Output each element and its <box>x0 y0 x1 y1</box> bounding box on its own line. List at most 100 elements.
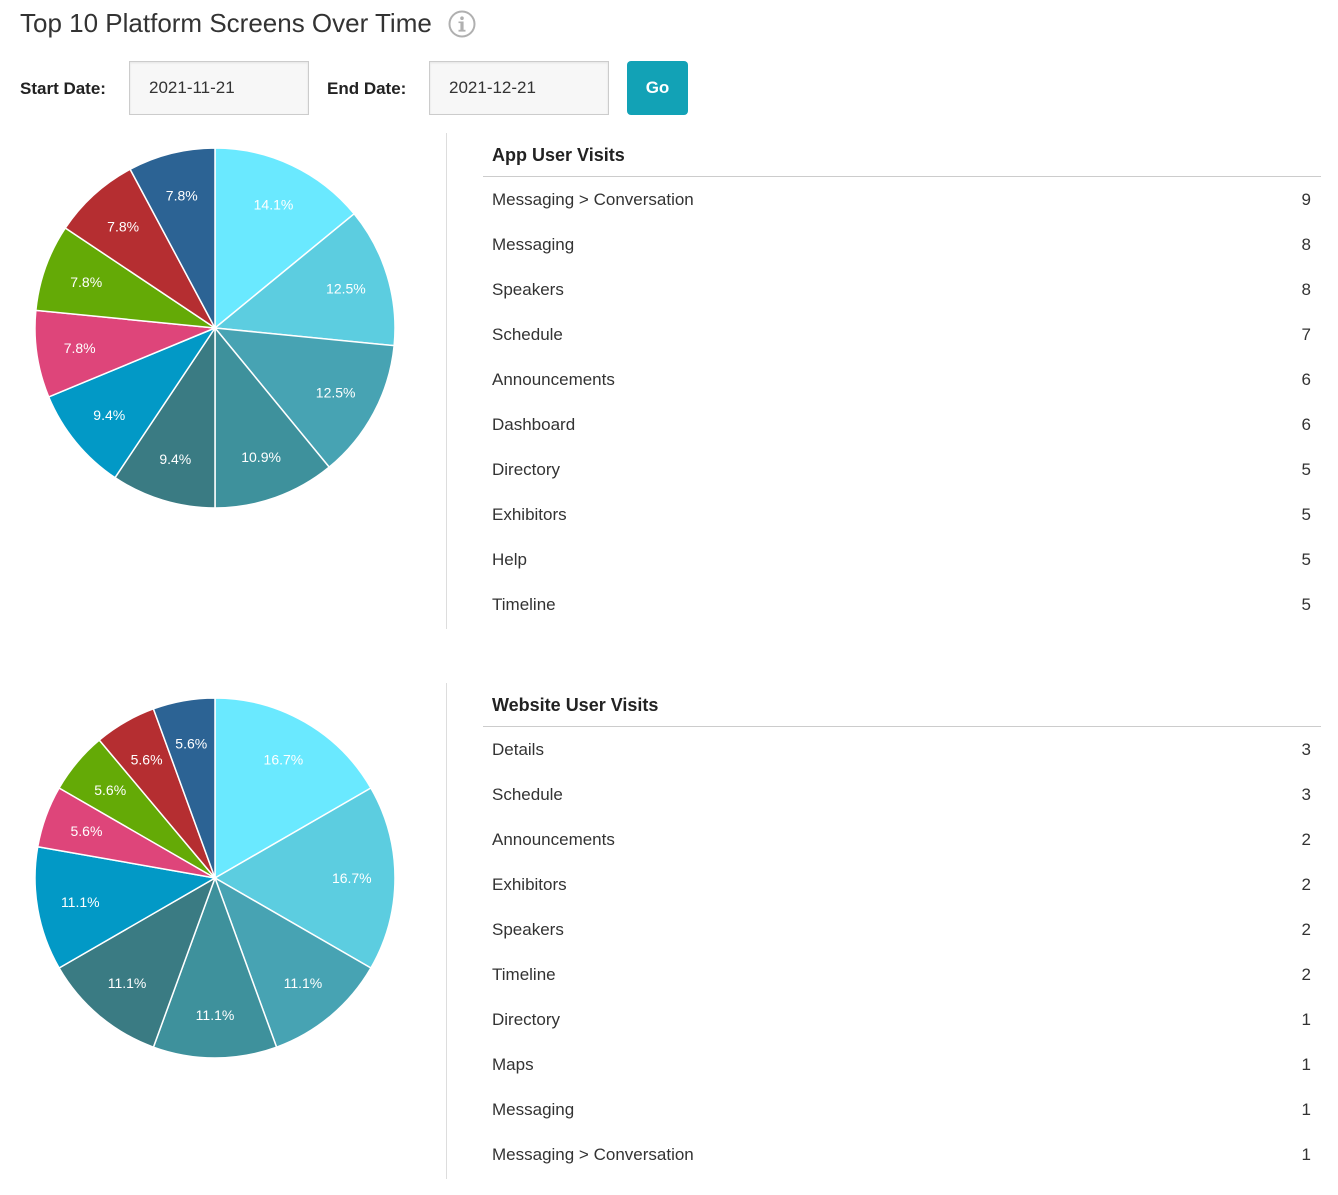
screen-name: Directory <box>492 460 561 479</box>
table-row: Details 3 <box>483 727 1321 772</box>
visit-count: 1 <box>1301 1055 1311 1074</box>
visit-count: 5 <box>1301 505 1311 524</box>
visit-count: 5 <box>1301 460 1311 479</box>
screen-name: Directory <box>492 1010 561 1029</box>
go-button[interactable]: Go <box>627 61 688 115</box>
screen-name: Announcements <box>492 370 615 389</box>
website-visits-heading: Website User Visits <box>483 683 1321 727</box>
pie-slice-label: 7.8% <box>64 340 96 356</box>
screen-name: Maps <box>492 1055 534 1074</box>
table-row: Messaging > Conversation 1 <box>483 1132 1321 1177</box>
table-row: Messaging > Conversation 9 <box>483 177 1321 222</box>
screen-name: Timeline <box>492 965 556 984</box>
visit-count: 1 <box>1301 1010 1311 1029</box>
website-visits-pie-chart: 16.7% 16.7% 11.1% 11.1% 11.1% 11.1% 5.6% 5.6% 5.… <box>34 697 396 1059</box>
screen-name: Schedule <box>492 785 563 804</box>
pie-slice-label: 7.8% <box>70 274 102 290</box>
table-row: Messaging 8 <box>483 222 1321 267</box>
table-row: Announcements 6 <box>483 357 1321 402</box>
visit-count: 5 <box>1301 595 1311 614</box>
pie-slice-messaging[interactable] <box>213 212 396 347</box>
visit-count: 1 <box>1301 1100 1311 1119</box>
screen-name: Messaging > Conversation <box>492 190 694 209</box>
visit-count: 6 <box>1301 370 1311 389</box>
app-visits-heading: App User Visits <box>483 133 1321 177</box>
pie-slice-announcements[interactable] <box>213 876 372 1049</box>
pie-slice-label: 9.4% <box>159 451 191 467</box>
end-date-input[interactable] <box>429 61 609 115</box>
visit-count: 3 <box>1301 740 1311 759</box>
start-date-label: Start Date: <box>20 79 106 98</box>
pie-slice-details[interactable] <box>214 697 372 880</box>
pie-slice-label: 5.6% <box>175 735 207 751</box>
screen-name: Timeline <box>492 595 556 614</box>
pie-slice-label: 11.1% <box>108 975 147 991</box>
visit-count: 9 <box>1301 190 1311 209</box>
section-divider <box>446 683 447 1179</box>
screen-name: Exhibitors <box>492 875 567 894</box>
pie-slice-schedule[interactable] <box>213 786 396 970</box>
visit-count: 7 <box>1301 325 1311 344</box>
visit-count: 2 <box>1301 965 1311 984</box>
screen-name: Speakers <box>492 280 564 299</box>
visit-count: 2 <box>1301 920 1311 939</box>
pie-slice-label: 11.1% <box>61 894 100 910</box>
table-row: Timeline 2 <box>483 952 1321 997</box>
table-row: Speakers 2 <box>483 907 1321 952</box>
pie-slice-exhibitors[interactable] <box>152 875 278 1059</box>
pie-slice-label: 7.8% <box>166 187 198 203</box>
pie-slice-label: 5.6% <box>131 752 163 768</box>
screen-name: Messaging <box>492 1100 575 1119</box>
pie-slice-timeline[interactable] <box>129 147 216 329</box>
table-row: Speakers 8 <box>483 267 1321 312</box>
app-visits-table: App User Visits Messaging > Conversation… <box>483 133 1321 627</box>
pie-slice-announcements[interactable] <box>113 325 216 509</box>
pie-slice-label: 14.1% <box>254 196 294 212</box>
visit-count: 1 <box>1301 1145 1311 1164</box>
table-row: Exhibitors 5 <box>483 492 1321 537</box>
visit-count: 6 <box>1301 415 1311 434</box>
table-row: Directory 5 <box>483 447 1321 492</box>
visit-count: 8 <box>1301 280 1311 299</box>
table-row: Timeline 5 <box>483 582 1321 627</box>
section-divider <box>446 133 447 629</box>
pie-slice-timeline[interactable] <box>34 845 218 970</box>
table-row: Directory 1 <box>483 997 1321 1042</box>
pie-slice-label: 11.1% <box>284 975 323 991</box>
table-row: Help 5 <box>483 537 1321 582</box>
pie-slice-label: 16.7% <box>264 752 304 768</box>
pie-slice-dashboard[interactable] <box>47 326 217 479</box>
screen-name: Dashboard <box>492 415 576 434</box>
screen-name: Messaging <box>492 235 575 254</box>
website-visits-table: Website User Visits Details 3 Schedule 3 Ann… <box>483 683 1321 1177</box>
pie-slice-label: 11.1% <box>196 1007 235 1023</box>
pie-slice-schedule[interactable] <box>214 325 331 509</box>
date-filter-bar: Start Date: End Date: Go <box>20 61 700 115</box>
table-row: Exhibitors 2 <box>483 862 1321 907</box>
screen-name: Details <box>492 740 544 759</box>
pie-slice-speakers[interactable] <box>213 327 395 469</box>
page-title: Top 10 Platform Screens Over Time <box>20 8 476 39</box>
visit-count: 8 <box>1301 235 1311 254</box>
pie-slice-messaging-conversation[interactable] <box>214 147 356 330</box>
page-title-text: Top 10 Platform Screens Over Time <box>20 8 432 38</box>
pie-slice-label: 5.6% <box>70 823 102 839</box>
pie-slice-label: 7.8% <box>107 219 139 235</box>
table-row: Announcements 2 <box>483 817 1321 862</box>
screen-name: Speakers <box>492 920 564 939</box>
screen-name: Help <box>492 550 527 569</box>
visit-count: 3 <box>1301 785 1311 804</box>
table-row: Schedule 3 <box>483 772 1321 817</box>
pie-slice-label: 5.6% <box>94 782 126 798</box>
table-row: Dashboard 6 <box>483 402 1321 447</box>
visit-count: 2 <box>1301 875 1311 894</box>
screen-name: Messaging > Conversation <box>492 1145 694 1164</box>
pie-slice-messaging-conversation[interactable] <box>152 697 216 879</box>
info-circle-icon[interactable] <box>448 10 476 38</box>
start-date-input[interactable] <box>129 61 309 115</box>
screen-name: Announcements <box>492 830 615 849</box>
pie-slice-label: 16.7% <box>332 870 372 886</box>
screen-name: Schedule <box>492 325 563 344</box>
table-row: Messaging 1 <box>483 1087 1321 1132</box>
pie-slice-speakers[interactable] <box>58 876 217 1049</box>
